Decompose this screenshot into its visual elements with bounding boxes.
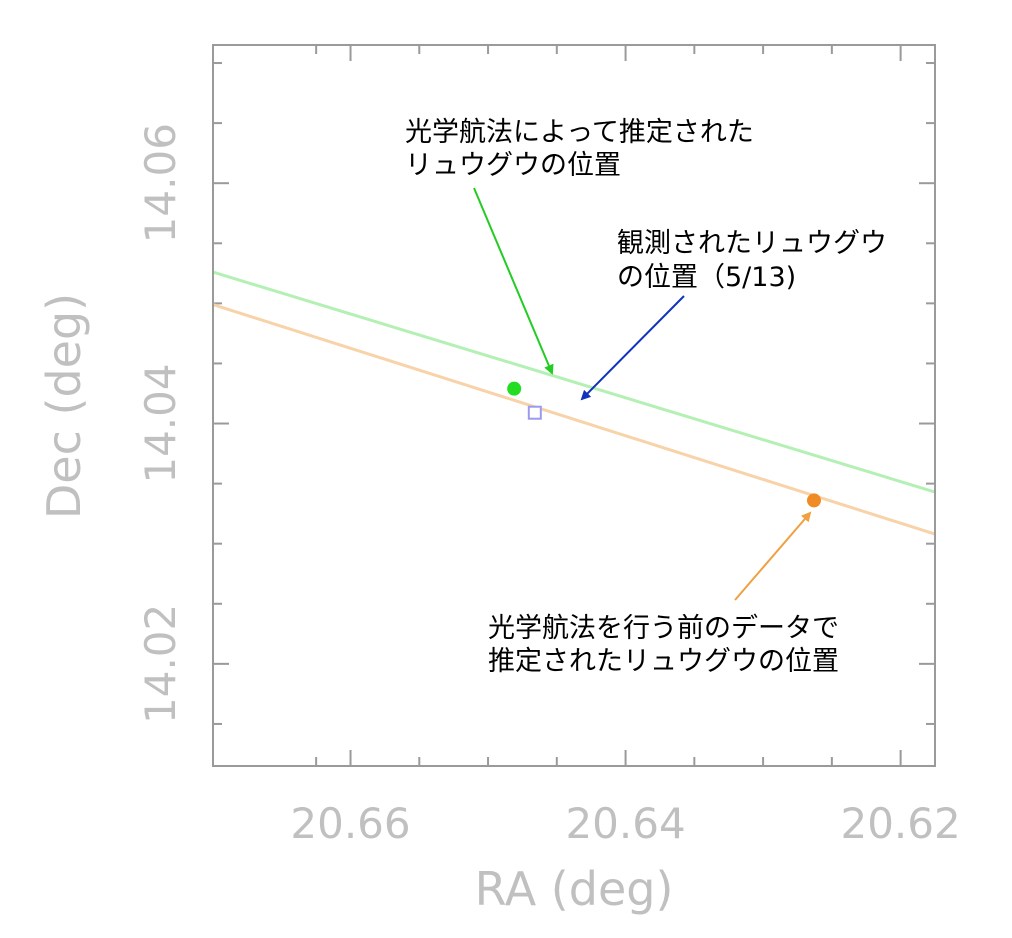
series-line-1 — [213, 303, 935, 536]
annotations: 光学航法によって推定された リュウグウの位置 観測されたリュウグウ の位置（5/… — [405, 117, 887, 677]
series-line-0 — [213, 270, 935, 494]
annotation-observed: 観測されたリュウグウ の位置（5/13) — [580, 228, 887, 401]
annotation-pre-nav-arrow — [734, 511, 812, 601]
annotation-optical-nav-line-2: リュウグウの位置 — [405, 150, 621, 181]
point-square-3 — [527, 405, 542, 420]
annotation-pre-nav-line-2: 推定されたリュウグウの位置 — [488, 646, 839, 677]
point-circle-4 — [806, 493, 821, 508]
y-tick-label: 14.06 — [136, 123, 185, 243]
tick-labels: 20.66 20.64 20.62 14.02 14.04 14.06 — [136, 123, 961, 848]
x-axis-title: RA (deg) — [475, 862, 674, 916]
x-tick-label: 20.66 — [290, 799, 410, 848]
annotation-optical-nav-line-1: 光学航法によって推定された — [405, 117, 754, 148]
plot-frame — [212, 44, 936, 767]
data-points — [507, 381, 821, 508]
annotation-observed-line-2: の位置（5/13) — [617, 262, 796, 293]
y-tick-label: 14.04 — [136, 363, 185, 483]
annotation-optical-nav-arrow — [473, 187, 554, 375]
x-tick-label: 20.62 — [840, 799, 960, 848]
x-tick-label: 20.64 — [565, 799, 685, 848]
annotation-observed-line-1: 観測されたリュウグウ — [617, 228, 887, 259]
annotation-pre-nav: 光学航法を行う前のデータで 推定されたリュウグウの位置 — [488, 511, 839, 677]
orbit-lines — [213, 270, 935, 536]
annotation-optical-nav: 光学航法によって推定された リュウグウの位置 — [405, 117, 754, 375]
y-axis-title: Dec (deg) — [37, 293, 91, 519]
point-circle-2 — [507, 381, 522, 396]
annotation-pre-nav-line-1: 光学航法を行う前のデータで — [488, 613, 839, 644]
y-tick-label: 14.02 — [136, 604, 185, 724]
annotation-observed-arrow — [580, 295, 685, 401]
axis-ticks — [213, 45, 935, 766]
